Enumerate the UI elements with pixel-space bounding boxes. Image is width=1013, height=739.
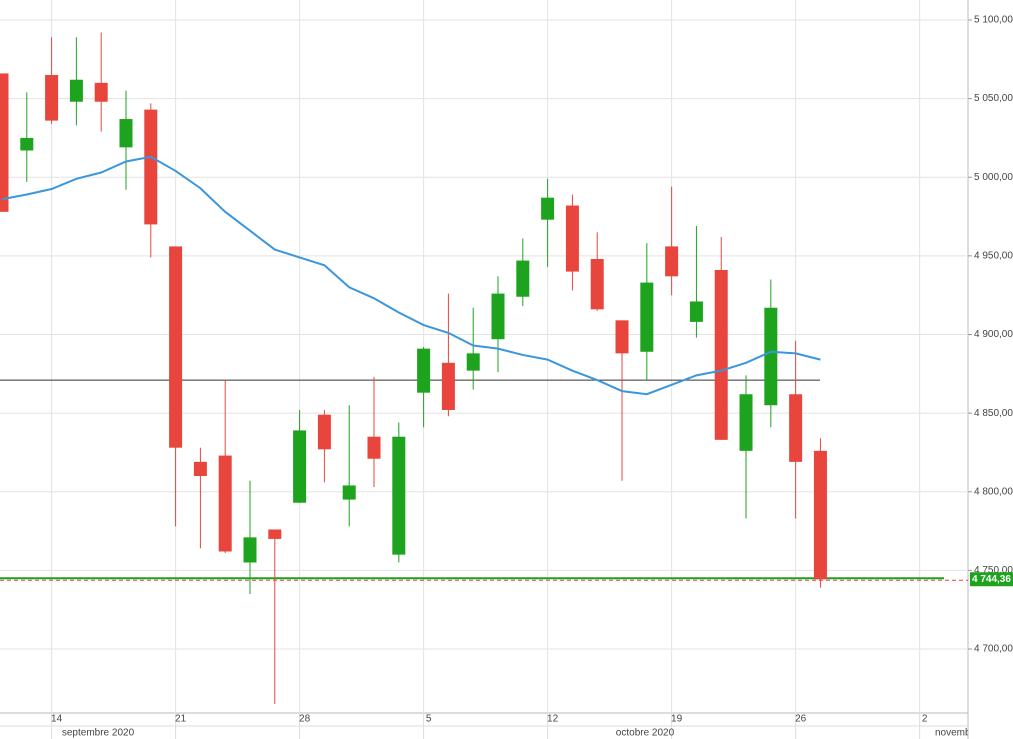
candle-body — [317, 414, 331, 450]
y-tick-label: 4 850,00 — [974, 408, 1013, 419]
candle-body — [193, 461, 207, 477]
x-tick-label: 26 — [795, 714, 807, 725]
candle-body — [20, 137, 34, 151]
month-label: octobre 2020 — [616, 728, 675, 739]
month-axis: septembre 2020 octobre 2020 novembre 2020 — [62, 728, 1005, 739]
y-tick-label: 5 100,00 — [974, 15, 1013, 26]
candle-body — [94, 82, 108, 102]
candle-body — [367, 436, 381, 459]
candle-body — [714, 270, 728, 440]
x-tick-label: 14 — [51, 714, 63, 725]
moving-average-line — [1, 155, 821, 396]
last-price-label: 4 744,36 — [972, 574, 1011, 585]
y-tick-label: 4 700,00 — [974, 644, 1013, 655]
candle-body — [293, 430, 307, 503]
candle-body — [665, 246, 679, 277]
candle-body — [739, 394, 753, 451]
candle-body — [441, 362, 455, 410]
candle-body — [144, 109, 158, 225]
x-tick-label: 19 — [671, 714, 683, 725]
y-tick-label: 4 800,00 — [974, 486, 1013, 497]
candle-body — [466, 353, 480, 371]
y-tick-label: 5 050,00 — [974, 93, 1013, 104]
candle-body — [516, 260, 530, 297]
candle-body — [789, 394, 803, 462]
y-tick-label: 5 000,00 — [974, 172, 1013, 183]
last-price-tag — [970, 572, 1013, 587]
x-tick-label: 5 — [426, 714, 432, 725]
candle-body — [45, 75, 59, 121]
y-tick-label: 4 900,00 — [974, 329, 1013, 340]
candle-body — [813, 450, 827, 580]
candle-body — [218, 455, 232, 552]
candle-body — [169, 246, 183, 448]
grid — [0, 0, 968, 713]
x-tick-label: 28 — [299, 714, 311, 725]
candle-body — [0, 73, 9, 212]
candle-body — [565, 205, 579, 272]
candle-body — [268, 529, 282, 539]
candle-body — [69, 79, 83, 102]
candle-body — [119, 119, 133, 148]
x-tick-label: 2 — [922, 714, 928, 725]
candle-body — [590, 259, 604, 310]
candle-body — [689, 301, 703, 322]
candle-body — [640, 282, 654, 352]
candle-body — [615, 320, 629, 354]
x-tick-label: 21 — [175, 714, 187, 725]
candle-body — [417, 348, 431, 393]
month-label: novembre 2020 — [935, 728, 1005, 739]
candle-body — [243, 537, 257, 563]
y-tick-label: 4 750,00 — [974, 565, 1013, 576]
x-tick-label: 12 — [547, 714, 559, 725]
candle-body — [392, 436, 406, 555]
month-label: septembre 2020 — [62, 728, 135, 739]
candle-body — [541, 197, 555, 220]
y-tick-label: 4 950,00 — [974, 250, 1013, 261]
candle-body — [764, 307, 778, 406]
candle-body — [342, 485, 356, 500]
candle-body — [491, 293, 505, 340]
